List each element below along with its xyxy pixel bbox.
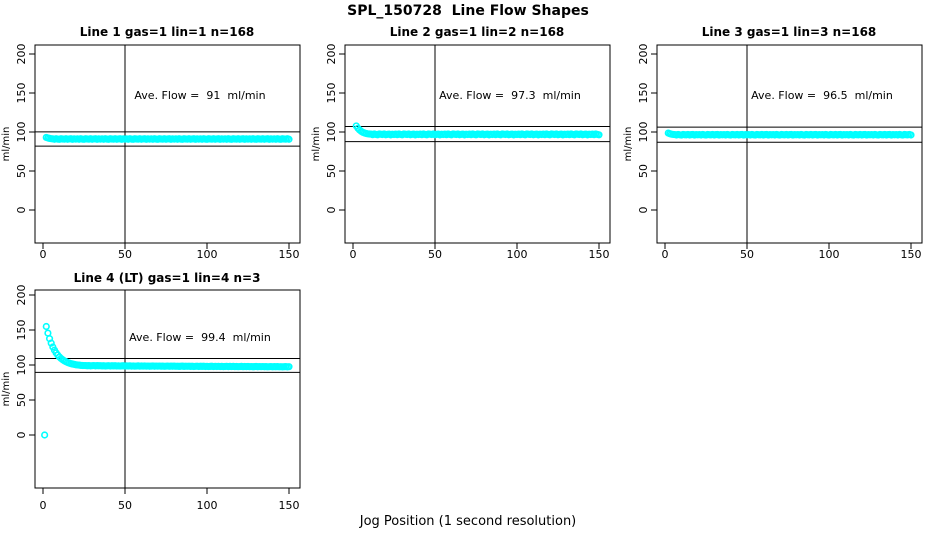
y-tick-label: 150 <box>15 320 28 341</box>
panel-line-4-plot: 0 50 100 150 200 0 50 100 150 Line 4 (LT) gas=1 … <box>1 271 301 512</box>
y-tick-label: 50 <box>325 164 338 178</box>
y-tick-label: 100 <box>15 122 28 143</box>
y-tick-label: 150 <box>15 83 28 104</box>
x-tick-label: 0 <box>40 499 47 512</box>
x-tick-label: 150 <box>279 248 300 261</box>
y-tick-label: 150 <box>637 83 650 104</box>
figure-title: SPL_150728 Line Flow Shapes <box>347 3 589 19</box>
panel-line-1: 0 50 100 150 200 0 50 100 150 Line 1 gas=1 lin=1… <box>0 0 314 268</box>
x-tick-label: 100 <box>819 248 840 261</box>
ave-flow-annotation: Ave. Flow = 99.4 ml/min <box>129 331 271 344</box>
x-tick-label: 50 <box>118 248 132 261</box>
plot-box <box>344 44 611 244</box>
y-tick-label: 200 <box>637 44 650 65</box>
y-tick-label: 200 <box>325 44 338 65</box>
ave-flow-annotation: Ave. Flow = 91 ml/min <box>134 89 265 102</box>
data-points <box>664 129 915 139</box>
data-point <box>47 339 55 347</box>
panel-line-2: 0 50 100 150 200 0 50 100 150 Line 2 gas=1 lin=2… <box>310 0 624 268</box>
x-tick-label: 100 <box>197 248 218 261</box>
x-tick-label: 150 <box>279 499 300 512</box>
plot-axes-and-points: 0 50 100 150 200 0 50 100 150 <box>15 285 301 512</box>
x-tick-label: 150 <box>901 248 922 261</box>
data-point <box>41 431 49 439</box>
panel-title: Line 1 gas=1 lin=1 n=168 <box>80 25 255 39</box>
ave-flow-annotation: Ave. Flow = 96.5 ml/min <box>751 89 893 102</box>
y-axis-label: ml/min <box>1 372 12 407</box>
plot-box <box>34 44 301 244</box>
panel-line-2-plot: 0 50 100 150 200 0 50 100 150 Line 2 gas=1 lin=2… <box>311 25 611 261</box>
y-tick-label: 200 <box>15 44 28 65</box>
x-tick-label: 0 <box>662 248 669 261</box>
y-tick-label: 150 <box>325 83 338 104</box>
data-point <box>907 131 915 139</box>
y-axis-label: ml/min <box>311 127 322 162</box>
panel-line-1-plot: 0 50 100 150 200 0 50 100 150 Line 1 gas=1 lin=1… <box>1 25 301 261</box>
panel-line-4: 0 50 100 150 200 0 50 100 150 Line 4 (LT) gas=1 … <box>0 268 314 540</box>
x-axis-label: Jog Position (1 second resolution) <box>359 514 577 529</box>
y-tick-label: 0 <box>15 432 28 439</box>
x-tick-label: 50 <box>118 499 132 512</box>
y-axis-label: ml/min <box>623 127 634 162</box>
ave-flow-annotation: Ave. Flow = 97.3 ml/min <box>439 89 581 102</box>
x-tick-label: 0 <box>40 248 47 261</box>
y-tick-label: 50 <box>637 164 650 178</box>
panel-title: Line 4 (LT) gas=1 lin=4 n=3 <box>74 271 261 285</box>
x-tick-label: 100 <box>507 248 528 261</box>
panel-title: Line 3 gas=1 lin=3 n=168 <box>702 25 877 39</box>
x-tick-label: 150 <box>589 248 610 261</box>
plot-box <box>34 289 301 489</box>
y-tick-label: 0 <box>637 207 650 214</box>
y-tick-label: 50 <box>15 393 28 407</box>
plot-axes-and-points: 0 50 100 150 200 0 50 100 150 <box>637 44 923 261</box>
y-tick-label: 100 <box>325 122 338 143</box>
y-tick-label: 100 <box>15 355 28 376</box>
data-points <box>42 133 293 143</box>
y-tick-label: 100 <box>637 122 650 143</box>
y-tick-label: 0 <box>325 207 338 214</box>
y-tick-label: 200 <box>15 285 28 306</box>
x-tick-label: 0 <box>350 248 357 261</box>
panel-line-3-plot: 0 50 100 150 200 0 50 100 150 Line 3 gas=1 lin=3… <box>623 25 923 261</box>
data-point <box>595 131 603 139</box>
data-points <box>352 122 603 139</box>
data-points <box>41 322 293 439</box>
y-tick-label: 50 <box>15 164 28 178</box>
data-point <box>285 363 293 371</box>
y-tick-label: 0 <box>15 207 28 214</box>
plot-box <box>656 44 923 244</box>
x-tick-label: 50 <box>428 248 442 261</box>
y-axis-label: ml/min <box>1 127 12 162</box>
x-tick-label: 50 <box>740 248 754 261</box>
plot-axes-and-points: 0 50 100 150 200 0 50 100 150 <box>15 44 301 261</box>
panel-line-3: 0 50 100 150 200 0 50 100 150 Line 3 gas=1 lin=3… <box>622 0 936 268</box>
plot-axes-and-points: 0 50 100 150 200 0 50 100 150 <box>325 44 611 261</box>
data-point <box>285 135 293 143</box>
panel-title: Line 2 gas=1 lin=2 n=168 <box>390 25 565 39</box>
data-point <box>42 322 50 331</box>
x-tick-label: 100 <box>197 499 218 512</box>
